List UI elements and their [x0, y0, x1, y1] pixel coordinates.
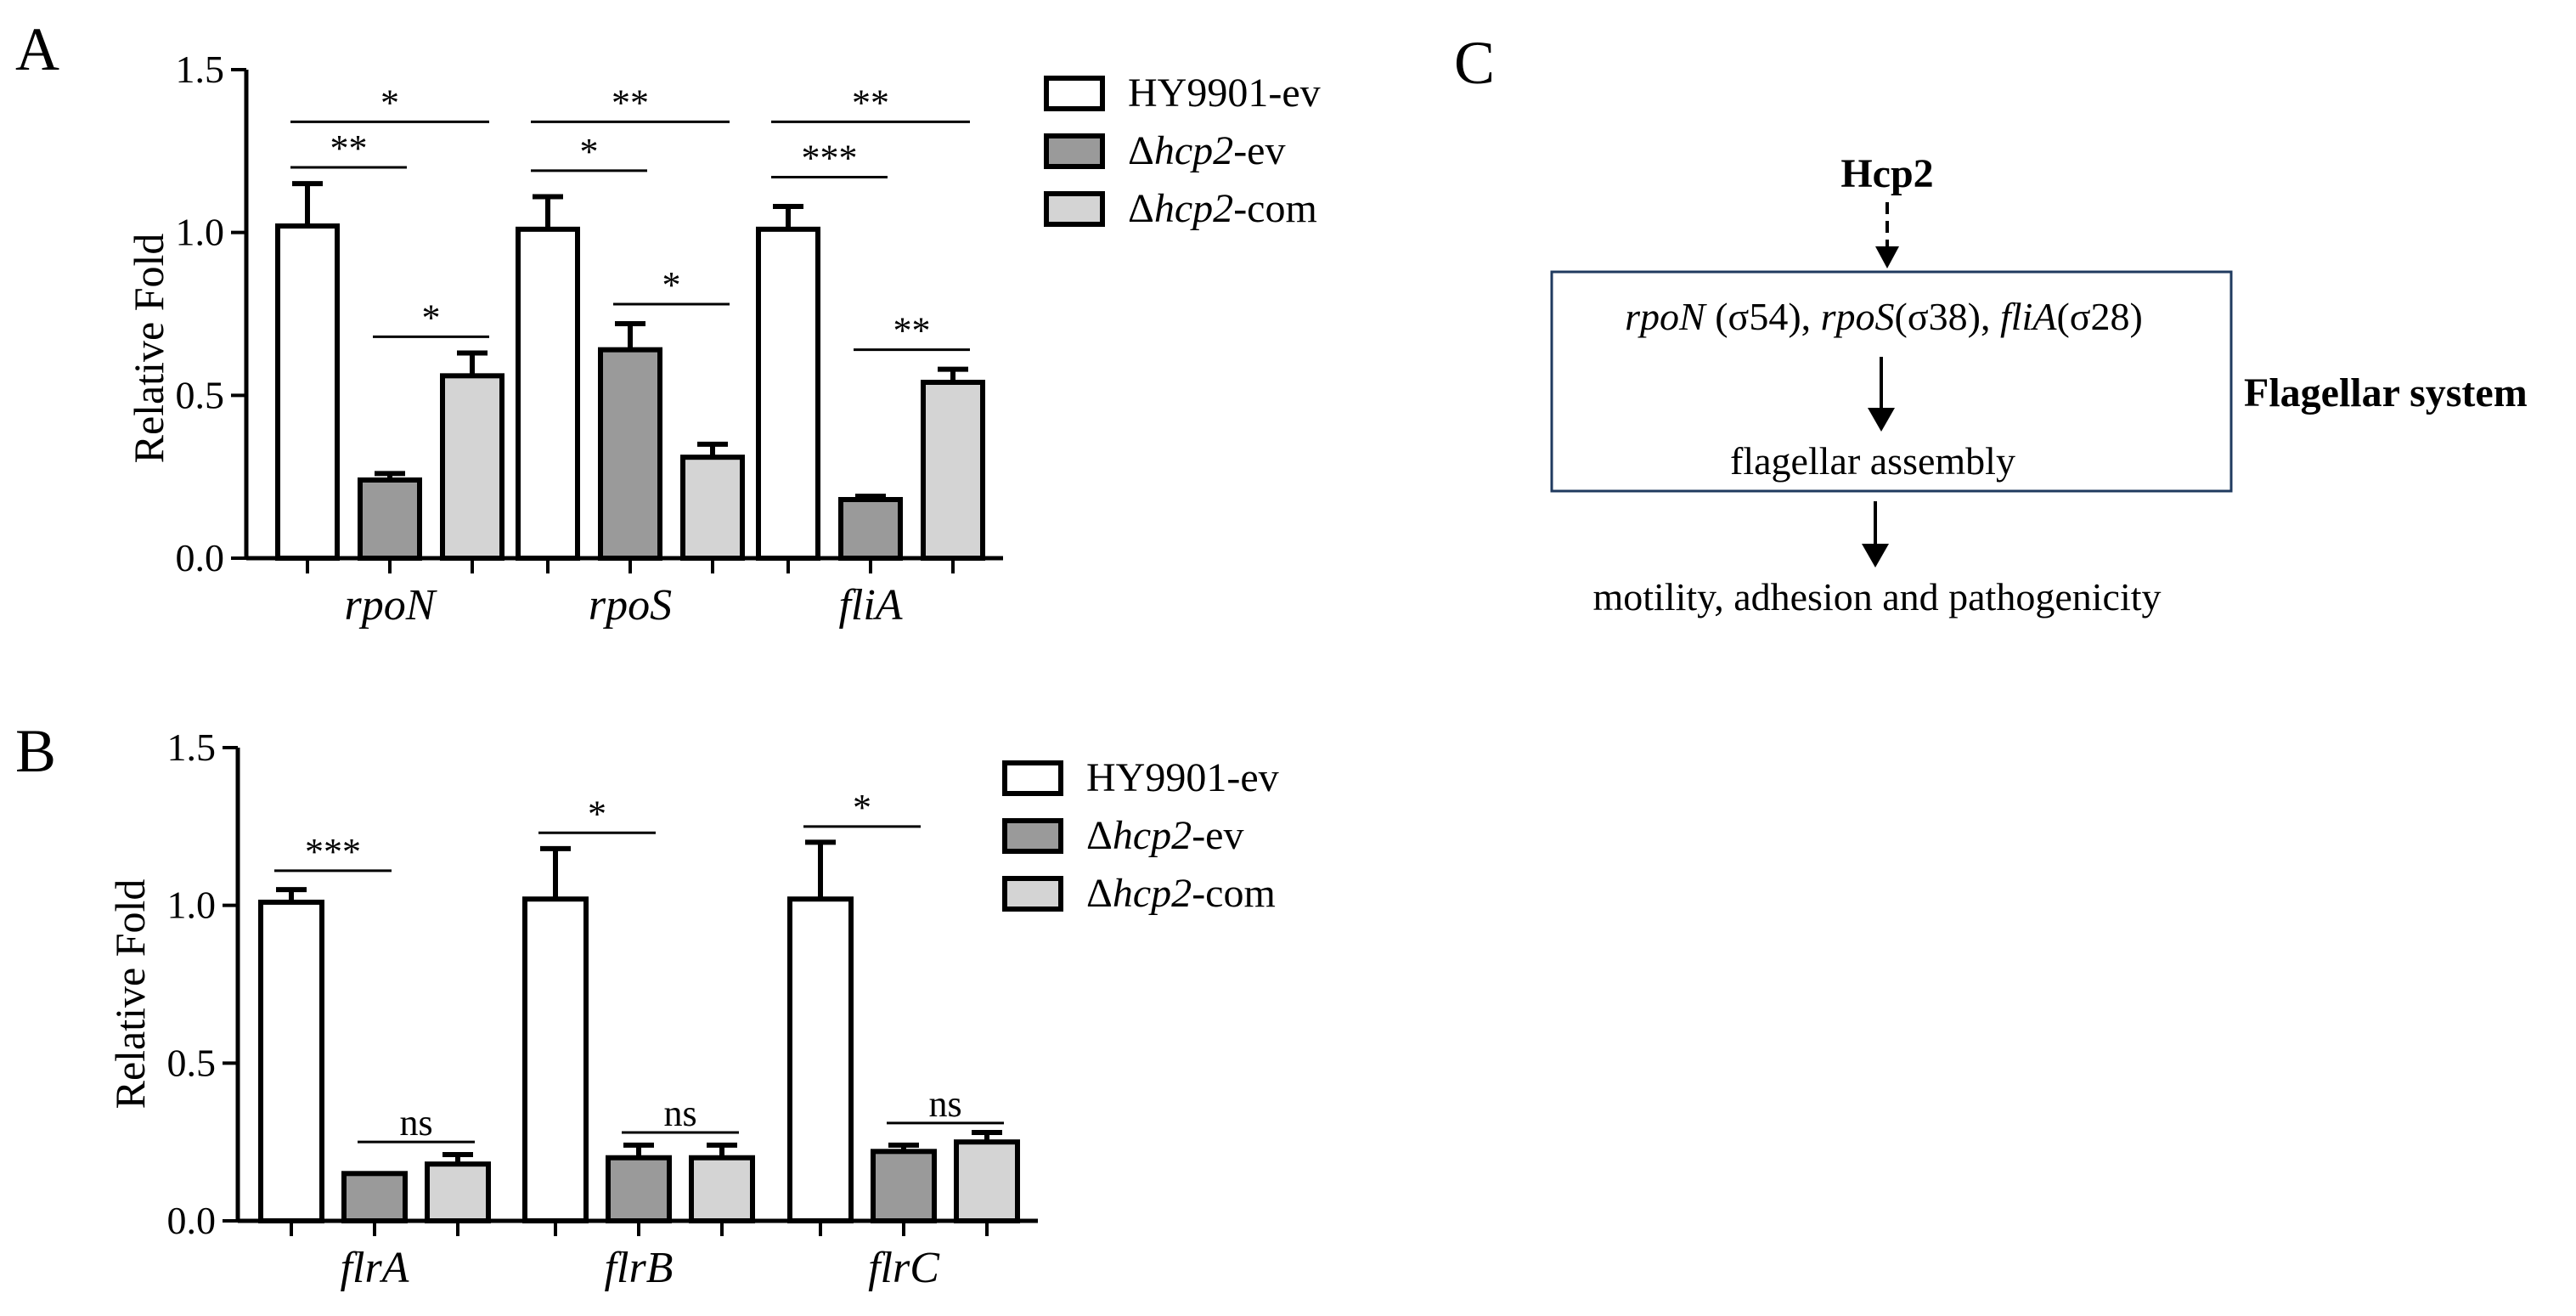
significance-label: *: [380, 82, 399, 123]
legend-swatch-1: [1002, 818, 1063, 854]
bar-fliA-1: [838, 497, 903, 561]
box-arrow-head: [1868, 408, 1895, 432]
bar-flrB-0: [522, 896, 589, 1223]
sigma-line-segment: rpoS: [1821, 295, 1895, 338]
category-label-flrC: flrC: [868, 1244, 940, 1292]
y-tick-label: 1.0: [167, 884, 217, 927]
panel-label-a: A: [15, 15, 59, 83]
legend-swatch-2: [1002, 876, 1063, 912]
bottom-arrow-head: [1862, 544, 1889, 568]
legend-label-2: Δhcp2-com: [1128, 186, 1317, 231]
sigma-line-segment: (σ54),: [1705, 295, 1821, 338]
flagellar-assembly-label: flagellar assembly: [1730, 439, 2015, 483]
category-label-flrB: flrB: [605, 1244, 674, 1292]
bar-flrC-0: [787, 896, 854, 1223]
panel-label-c: C: [1454, 29, 1495, 97]
sigma-line-segment: (σ38),: [1895, 295, 2000, 338]
significance-label: ns: [663, 1093, 696, 1134]
bar-flrA-1: [341, 1171, 408, 1224]
legend-swatch-0: [1002, 760, 1063, 796]
diagram-top-label: Hcp2: [1840, 151, 1933, 196]
y-tick-label: 1.5: [167, 726, 217, 769]
bar-flrC-2: [954, 1139, 1020, 1223]
y-tick-label: 1.5: [176, 48, 225, 91]
bar-flrA-2: [425, 1161, 491, 1224]
sigma-line-segment: fliA: [2000, 295, 2057, 338]
significance-label: *: [662, 264, 681, 306]
bar-flrB-2: [689, 1155, 755, 1223]
bar-fliA-2: [921, 380, 985, 561]
category-label-flrA: flrA: [341, 1244, 409, 1292]
legend-swatch-2: [1044, 191, 1105, 227]
legend-label-1: Δhcp2-ev: [1086, 813, 1243, 858]
sigma-line-segment: rpoN: [1625, 295, 1707, 338]
y-tick-label: 0.5: [167, 1041, 217, 1084]
legend-a: HY9901-ev Δhcp2-ev Δhcp2-com: [1044, 71, 1321, 231]
bar-rpoN-0: [275, 223, 340, 561]
bar-rpoN-2: [440, 373, 504, 562]
y-tick-label: 0.5: [176, 373, 225, 416]
panel-label-b: B: [15, 717, 56, 785]
y-tick-label: 1.0: [176, 211, 225, 254]
bar-flrA-0: [258, 899, 324, 1224]
legend-label-0: HY9901-ev: [1086, 755, 1279, 800]
flagellar-system-box: [1550, 270, 2233, 493]
dashed-arrow-head: [1875, 246, 1899, 268]
significance-label: *: [422, 297, 441, 338]
bar-flrB-1: [606, 1155, 672, 1223]
significance-label: *: [588, 793, 606, 834]
bar-rpoS-0: [516, 226, 580, 561]
legend-swatch-0: [1044, 76, 1105, 111]
bar-rpoN-1: [358, 477, 422, 561]
flagellar-system-label: Flagellar system: [2244, 370, 2528, 415]
bar-flrC-1: [871, 1149, 937, 1223]
significance-label: **: [852, 82, 889, 123]
significance-label: ns: [928, 1083, 961, 1125]
legend-swatch-1: [1044, 133, 1105, 169]
chart-b-ylabel: Relative Fold: [106, 879, 154, 1110]
category-label-rpoS: rpoS: [589, 581, 672, 630]
diagram-bottom-label: motility, adhesion and pathogenicity: [1593, 575, 2162, 618]
bar-fliA-0: [756, 226, 820, 561]
chart-a-ylabel: Relative Fold: [125, 234, 172, 464]
y-tick-label: 0.0: [176, 536, 225, 579]
flagellar-pathway-diagram: Hcp2 rpoN (σ54), rpoS(σ38), fliA(σ28) fl…: [1550, 151, 2528, 618]
significance-label: **: [893, 310, 931, 352]
significance-label: **: [612, 82, 649, 123]
sigma-line-segment: (σ28): [2056, 295, 2142, 338]
legend-label-1: Δhcp2-ev: [1128, 128, 1285, 173]
legend-b: HY9901-ev Δhcp2-ev Δhcp2-com: [1002, 755, 1279, 916]
legend-label-2: Δhcp2-com: [1086, 871, 1276, 916]
significance-label: *: [853, 787, 871, 828]
category-label-rpoN: rpoN: [345, 581, 438, 630]
category-label-fliA: fliA: [838, 581, 902, 630]
bar-rpoS-2: [680, 455, 745, 562]
bar-rpoS-1: [598, 347, 662, 561]
sigma-factors-line: rpoN (σ54), rpoS(σ38), fliA(σ28): [1625, 295, 2143, 338]
significance-label: ***: [305, 831, 361, 873]
significance-label: ns: [399, 1102, 432, 1144]
legend-label-0: HY9901-ev: [1128, 71, 1321, 116]
y-tick-label: 0.0: [167, 1199, 217, 1242]
significance-label: **: [330, 127, 368, 169]
significance-label: *: [580, 131, 599, 172]
significance-label: ***: [802, 138, 858, 179]
